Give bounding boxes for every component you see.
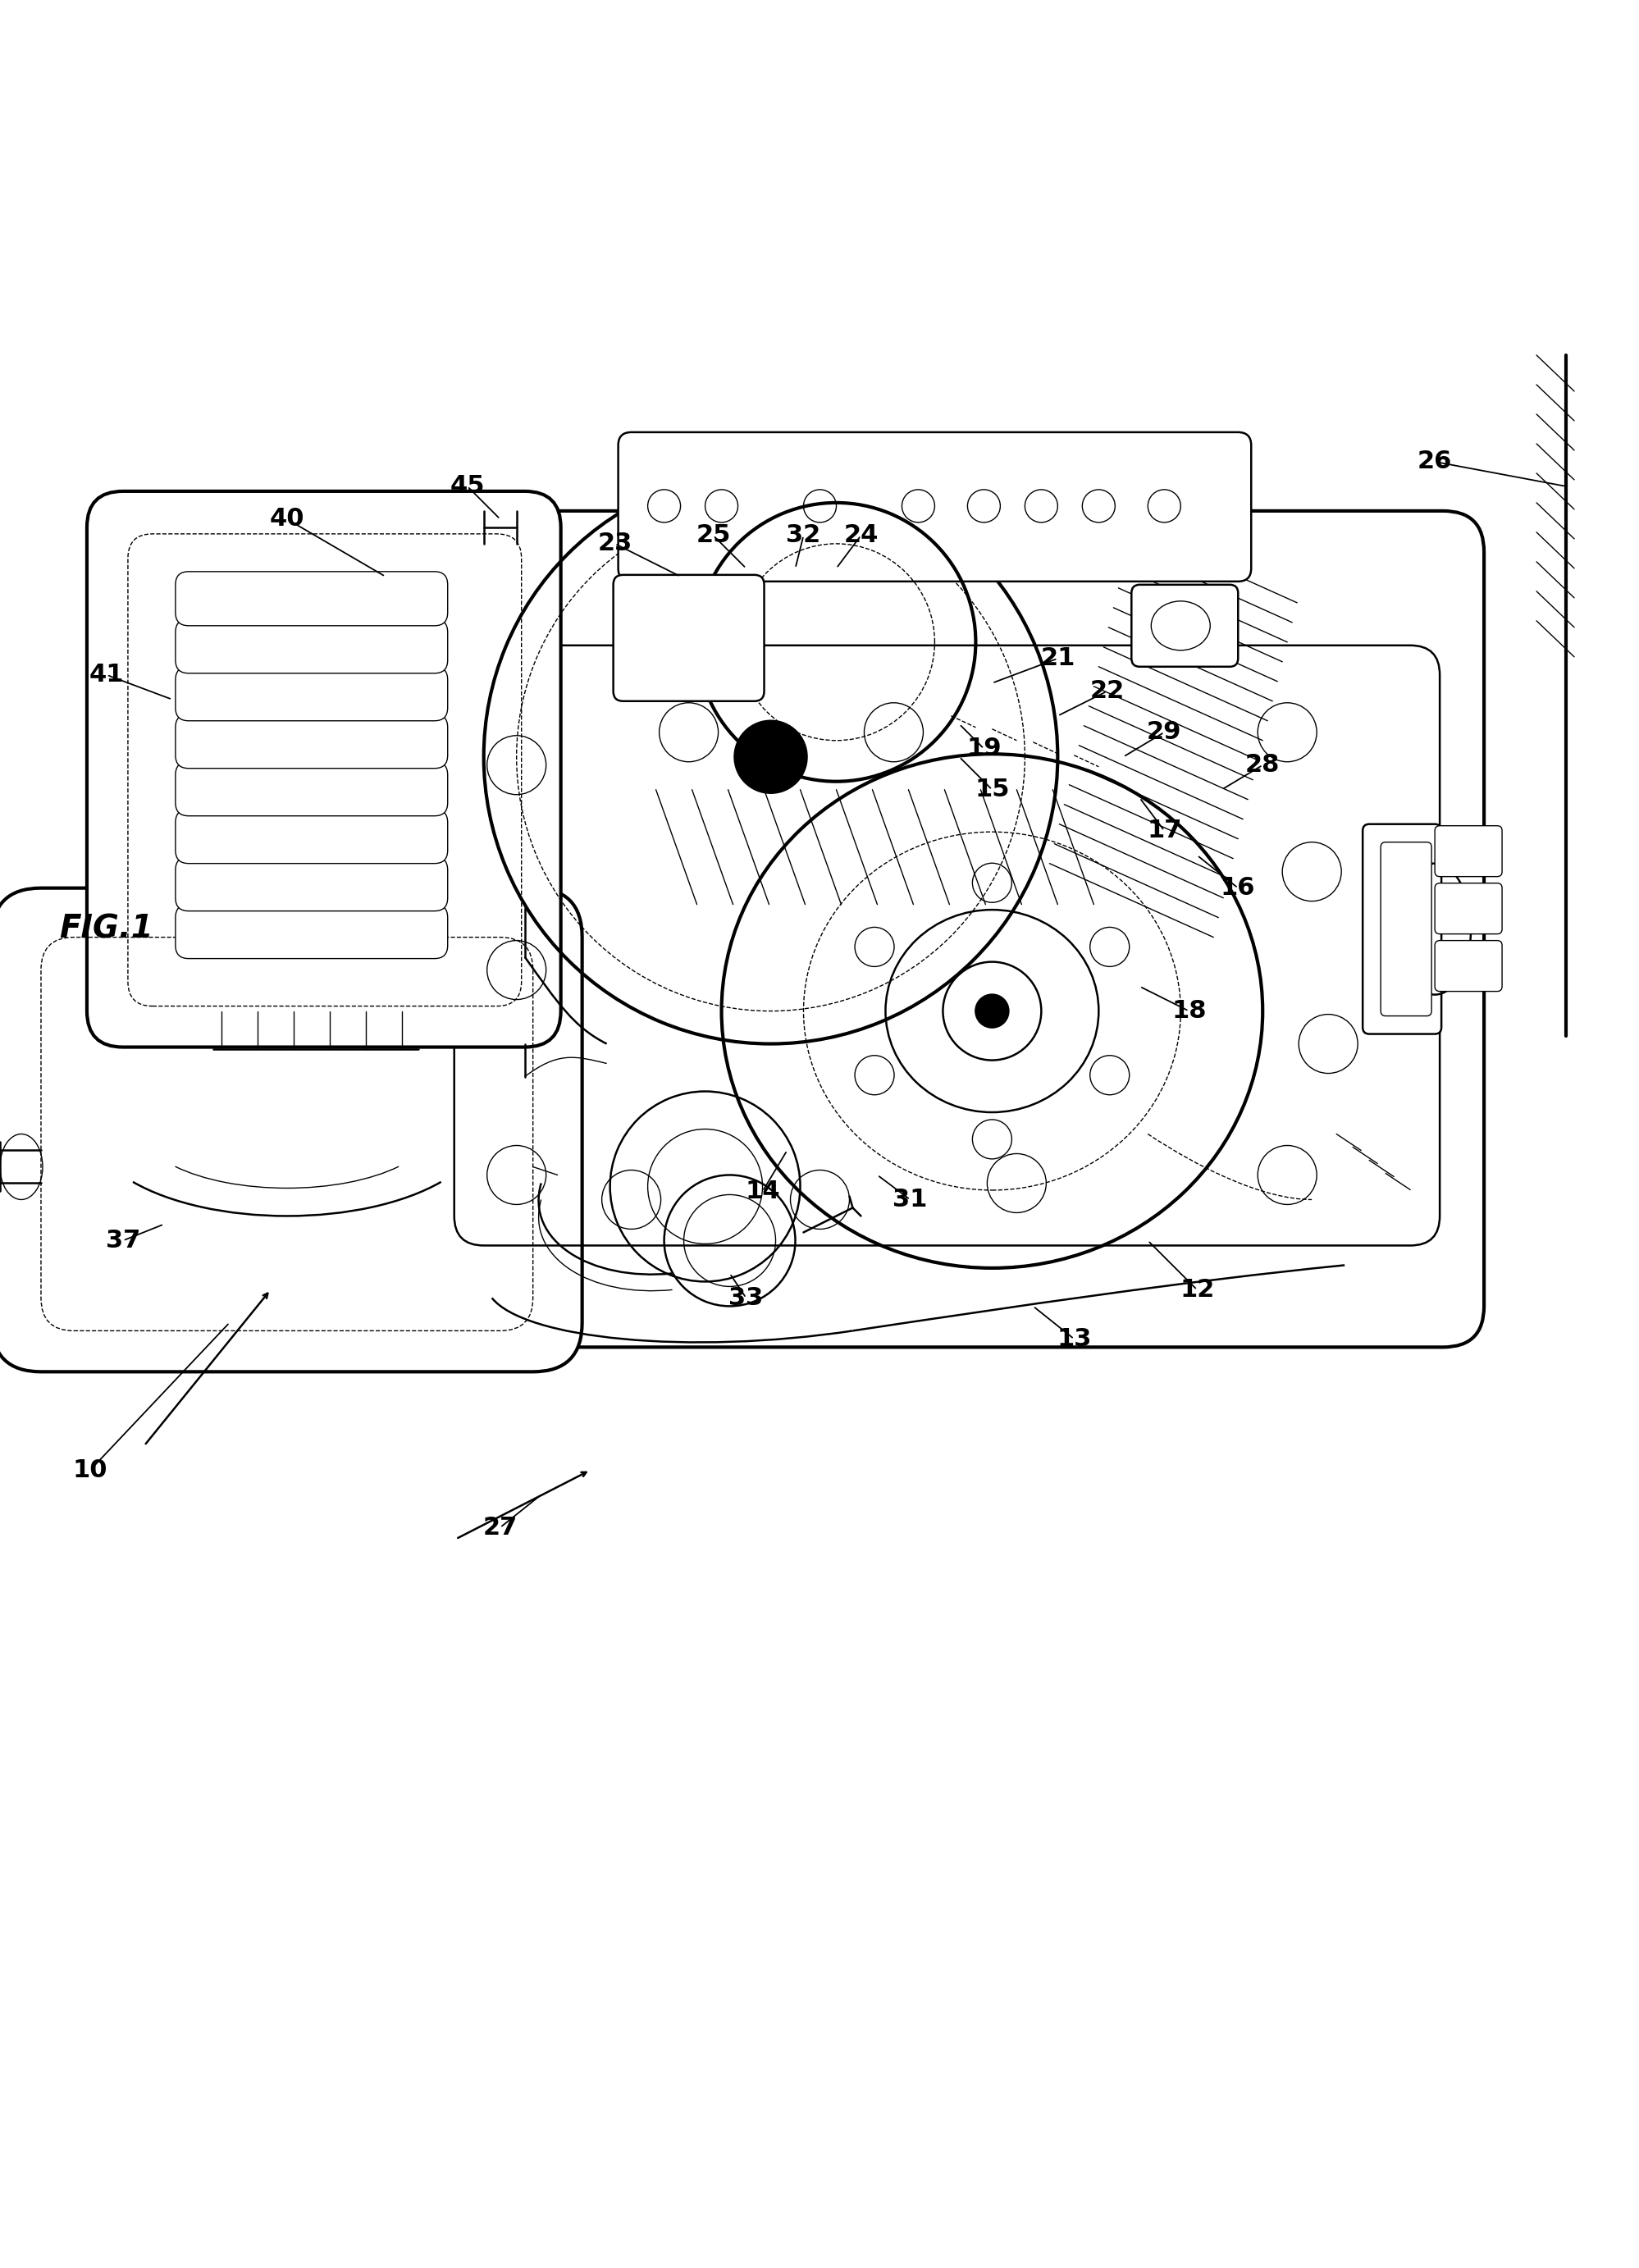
FancyBboxPatch shape bbox=[1131, 585, 1237, 667]
Text: 41: 41 bbox=[89, 662, 125, 687]
Text: 29: 29 bbox=[1146, 721, 1182, 744]
Text: FIG.1: FIG.1 bbox=[59, 914, 154, 946]
Text: 19: 19 bbox=[965, 737, 1001, 760]
FancyBboxPatch shape bbox=[1380, 841, 1431, 1016]
Text: 32: 32 bbox=[785, 524, 821, 547]
Text: 27: 27 bbox=[482, 1515, 518, 1540]
Text: 24: 24 bbox=[842, 524, 879, 547]
FancyBboxPatch shape bbox=[175, 667, 447, 721]
FancyBboxPatch shape bbox=[618, 433, 1251, 581]
Text: 15: 15 bbox=[974, 778, 1010, 801]
Text: 12: 12 bbox=[1178, 1277, 1214, 1302]
FancyBboxPatch shape bbox=[175, 905, 447, 959]
FancyBboxPatch shape bbox=[1434, 826, 1501, 875]
FancyBboxPatch shape bbox=[1362, 823, 1441, 1034]
FancyBboxPatch shape bbox=[175, 619, 447, 674]
Text: 28: 28 bbox=[1244, 753, 1280, 778]
Text: 31: 31 bbox=[892, 1188, 928, 1211]
Text: 10: 10 bbox=[72, 1458, 108, 1481]
FancyBboxPatch shape bbox=[175, 810, 447, 864]
FancyBboxPatch shape bbox=[175, 714, 447, 769]
Text: 26: 26 bbox=[1416, 449, 1452, 474]
FancyBboxPatch shape bbox=[1434, 882, 1501, 934]
FancyBboxPatch shape bbox=[418, 510, 1483, 1347]
Text: 37: 37 bbox=[105, 1229, 141, 1252]
Text: 22: 22 bbox=[1088, 680, 1124, 703]
Text: 16: 16 bbox=[1219, 875, 1255, 900]
Text: 13: 13 bbox=[1056, 1327, 1092, 1352]
Ellipse shape bbox=[975, 996, 1008, 1027]
Text: 33: 33 bbox=[728, 1286, 764, 1311]
Text: 40: 40 bbox=[269, 508, 305, 531]
FancyBboxPatch shape bbox=[87, 492, 561, 1048]
Text: 21: 21 bbox=[1039, 646, 1075, 671]
Text: 17: 17 bbox=[1146, 819, 1182, 841]
FancyBboxPatch shape bbox=[0, 889, 582, 1372]
FancyBboxPatch shape bbox=[175, 762, 447, 816]
Text: 18: 18 bbox=[1170, 1000, 1206, 1023]
FancyBboxPatch shape bbox=[1434, 941, 1501, 991]
Text: 23: 23 bbox=[597, 531, 633, 556]
Text: 25: 25 bbox=[695, 524, 731, 547]
FancyBboxPatch shape bbox=[175, 857, 447, 912]
FancyBboxPatch shape bbox=[613, 574, 764, 701]
Text: 45: 45 bbox=[449, 474, 485, 499]
FancyBboxPatch shape bbox=[175, 572, 447, 626]
Ellipse shape bbox=[734, 721, 806, 794]
Text: 14: 14 bbox=[744, 1179, 780, 1204]
